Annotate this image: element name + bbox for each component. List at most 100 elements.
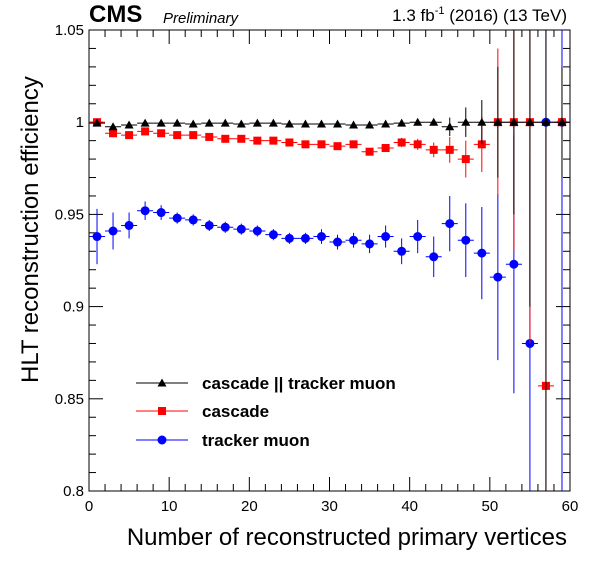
x-tick-label: 60 (562, 498, 579, 515)
data-point (429, 252, 439, 262)
data-point (477, 117, 487, 126)
data-point (156, 208, 166, 218)
series-triangle (89, 30, 570, 491)
data-point (317, 140, 326, 149)
axis-ticks (88, 29, 571, 492)
data-point (316, 232, 326, 242)
data-point (173, 131, 182, 140)
data-point (301, 140, 310, 149)
data-point (381, 119, 391, 128)
data-point (365, 239, 375, 249)
lumi-rest: (2016) (13 TeV) (444, 6, 567, 25)
data-point (269, 136, 278, 145)
data-point (188, 215, 198, 225)
data-point (172, 213, 182, 223)
data-point (220, 222, 230, 232)
data-point (509, 117, 519, 126)
data-point (461, 155, 470, 164)
data-point (397, 246, 407, 256)
data-point (429, 117, 439, 126)
data-point (333, 237, 343, 247)
data-point (204, 220, 214, 230)
data-point (92, 232, 102, 242)
data-point (188, 119, 198, 128)
experiment-label: CMS (89, 1, 142, 28)
data-point (461, 235, 471, 245)
data-point (236, 119, 246, 128)
lumi-exponent: -1 (435, 5, 445, 17)
data-point (285, 138, 294, 147)
x-tick-label: 0 (85, 498, 93, 515)
y-tick-label: 0.9 (63, 299, 84, 316)
data-point (365, 120, 375, 129)
x-tick-label: 10 (161, 498, 178, 515)
data-point (477, 248, 487, 258)
data-point (365, 147, 374, 156)
data-point (461, 117, 471, 126)
data-point (381, 144, 390, 153)
data-point (205, 132, 214, 141)
data-point (349, 140, 358, 149)
data-point (349, 120, 359, 129)
data-point (525, 117, 535, 126)
x-tick-label: 50 (481, 498, 498, 515)
data-point (300, 119, 310, 128)
legend-marker (157, 435, 167, 445)
data-point (445, 145, 454, 154)
data-point (236, 224, 246, 234)
data-point (108, 122, 118, 131)
data-point (413, 232, 423, 242)
data-point (541, 117, 551, 126)
x-tick-label: 20 (241, 498, 258, 515)
data-point (140, 206, 150, 216)
data-point (268, 230, 278, 240)
legend: cascade || tracker muon cascade tracker mu… (136, 374, 396, 450)
data-point (284, 119, 294, 128)
data-point (429, 145, 438, 154)
data-point (316, 119, 326, 128)
data-point (220, 118, 230, 127)
data-point (140, 118, 150, 127)
data-point (124, 120, 134, 129)
data-point (221, 134, 230, 143)
lumi-value: 1.3 fb (392, 6, 435, 25)
data-point (92, 118, 102, 127)
legend-marker (158, 407, 166, 415)
data-point (413, 140, 422, 149)
data-point (108, 226, 118, 236)
y-tick-label: 0.8 (63, 483, 84, 500)
data-point (268, 118, 278, 127)
data-series (89, 30, 570, 491)
x-axis-title: Number of reconstructed primary vertices (127, 524, 567, 551)
legend-entry-label: tracker muon (202, 431, 310, 450)
data-point (333, 119, 343, 128)
data-point (284, 233, 294, 243)
y-axis-title: HLT reconstruction efficiency (17, 76, 44, 383)
data-point (445, 219, 455, 229)
y-tick-label: 1 (76, 114, 84, 131)
x-tick-label: 40 (401, 498, 418, 515)
data-point (125, 131, 134, 140)
data-point (189, 131, 198, 140)
data-point (156, 118, 166, 127)
data-point (413, 117, 423, 126)
data-point (141, 127, 150, 136)
data-point (557, 117, 567, 126)
data-point (349, 235, 359, 245)
data-point (109, 129, 118, 138)
data-point (381, 232, 391, 242)
data-point (493, 272, 503, 282)
axis-tick-labels: 0 10 20 30 40 50 60 0.8 0.85 0.9 0.95 1 1.05 (55, 22, 579, 515)
legend-marker (157, 378, 167, 387)
data-point (204, 118, 214, 127)
status-label: Preliminary (163, 10, 240, 27)
data-point (124, 220, 134, 230)
y-tick-label: 0.85 (55, 391, 84, 408)
data-point (397, 138, 406, 147)
data-point (252, 118, 262, 127)
data-point (252, 226, 262, 236)
y-tick-label: 0.95 (55, 206, 84, 223)
data-point (397, 118, 407, 127)
luminosity-label: 1.3 fb-1 (2016) (13 TeV) (392, 5, 567, 25)
